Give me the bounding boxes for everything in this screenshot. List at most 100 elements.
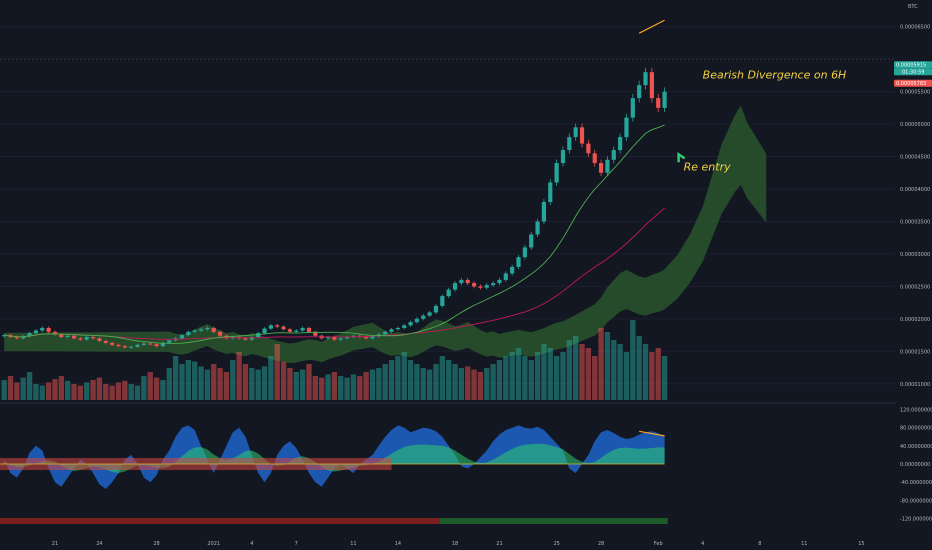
candle-body bbox=[611, 150, 616, 160]
volume-bar bbox=[84, 382, 90, 400]
candle-body bbox=[281, 326, 286, 330]
volume-bar bbox=[211, 364, 217, 400]
last-price-label: 0.00005915 bbox=[896, 62, 926, 68]
volume-bar bbox=[198, 366, 204, 400]
volume-bar bbox=[287, 368, 293, 400]
volume-bar bbox=[623, 352, 630, 400]
candle-body bbox=[179, 335, 185, 339]
candle-body bbox=[656, 98, 661, 108]
volume-bar bbox=[509, 352, 515, 400]
time-tick-label: 8 bbox=[758, 541, 761, 547]
candle-body bbox=[529, 234, 534, 248]
candle-body bbox=[510, 266, 515, 274]
volume-bar bbox=[242, 364, 249, 400]
oscillator-pane bbox=[0, 425, 665, 489]
volume-bar bbox=[249, 368, 255, 400]
volume-bar bbox=[357, 376, 363, 400]
price-tick-label: 0.00002000 bbox=[900, 317, 930, 323]
candle-body bbox=[389, 329, 394, 332]
oscillator-axis[interactable]: 120.00000000 80.00000000 40.00000000 0.0000… bbox=[900, 408, 932, 523]
volume-bar bbox=[293, 372, 299, 400]
price-tick-label: 0.00003500 bbox=[900, 219, 930, 225]
candle-body bbox=[167, 340, 172, 343]
price-tick-label: 0.00006500 bbox=[900, 25, 930, 31]
time-tick-label: 18 bbox=[452, 541, 458, 547]
moving-averages bbox=[4, 124, 665, 344]
time-tick-label: 24 bbox=[96, 541, 102, 547]
volume-bar bbox=[579, 344, 585, 400]
candle-body bbox=[103, 340, 108, 343]
candle-body bbox=[294, 330, 299, 332]
volume-bar bbox=[382, 364, 388, 400]
volume-bar bbox=[7, 376, 14, 400]
volume-bar bbox=[274, 344, 280, 400]
volume-bar bbox=[319, 377, 325, 400]
volume-bar bbox=[20, 377, 26, 400]
marker-price-badge: 0.00005783 bbox=[894, 79, 932, 87]
candle-body bbox=[287, 329, 293, 332]
oscillator-tick-label: -40.00000000 bbox=[900, 480, 932, 486]
volume-bar bbox=[45, 382, 52, 400]
candle-body bbox=[332, 337, 337, 340]
volume-bar bbox=[14, 382, 20, 400]
oscillator-tick-label: -80.00000000 bbox=[900, 498, 932, 504]
candle-body bbox=[84, 337, 89, 340]
volume-bar bbox=[503, 356, 509, 400]
volume-bar bbox=[185, 360, 191, 400]
volume-bar bbox=[604, 332, 611, 400]
volume-bar bbox=[147, 372, 153, 400]
candle-body bbox=[313, 331, 318, 336]
price-tick-label: 0.00005500 bbox=[900, 90, 930, 96]
candle-body bbox=[300, 327, 305, 331]
candle-body bbox=[408, 322, 413, 326]
candle-body bbox=[46, 327, 51, 332]
time-tick-label: 28 bbox=[153, 541, 159, 547]
volume-bar bbox=[426, 369, 433, 400]
volume-bar bbox=[566, 340, 572, 400]
oscillator-tick-label: 120.00000000 bbox=[900, 408, 932, 414]
volume-bar bbox=[649, 352, 655, 400]
price-tick-label: 0.00005000 bbox=[900, 122, 930, 128]
volume-bar bbox=[325, 374, 331, 400]
candle-body bbox=[154, 344, 159, 347]
oscillator-divergence-line bbox=[639, 430, 665, 437]
candle-body bbox=[579, 127, 585, 144]
volume-bar bbox=[401, 352, 407, 400]
volume-bar bbox=[160, 380, 166, 400]
time-axis[interactable]: 21 24 28 2021 4 7 11 14 18 21 25 28 Feb 4 8 11 15 bbox=[52, 541, 865, 547]
candle-body bbox=[141, 343, 146, 345]
volume-bar bbox=[496, 360, 503, 400]
price-axis[interactable]: 0.00006500 0.00005500 0.00005000 0.00004500… bbox=[900, 25, 930, 388]
candle-body bbox=[618, 137, 623, 151]
candle-body bbox=[471, 283, 477, 287]
volume-bar bbox=[585, 348, 592, 400]
candle-body bbox=[630, 98, 635, 118]
time-tick-label: 15 bbox=[858, 541, 864, 547]
candle-body bbox=[262, 328, 267, 334]
candle-body bbox=[268, 325, 273, 329]
candle-body bbox=[643, 72, 648, 86]
candle-body bbox=[478, 286, 483, 288]
fast-moving-average-line bbox=[4, 124, 665, 344]
volume-bar bbox=[439, 356, 445, 400]
bias-bear-segment bbox=[0, 518, 440, 524]
time-tick-label: Feb bbox=[654, 541, 663, 547]
candle-body bbox=[535, 221, 540, 235]
volume-bar bbox=[103, 384, 109, 400]
candle-body bbox=[383, 331, 388, 335]
volume-bar bbox=[90, 380, 96, 400]
candle-body bbox=[135, 344, 140, 347]
volume-bar bbox=[236, 352, 242, 400]
time-tick-label: 2021 bbox=[207, 541, 220, 547]
candle-body bbox=[364, 337, 369, 339]
oscillator-tick-label: 80.00000000 bbox=[900, 426, 932, 432]
candle-body bbox=[624, 117, 629, 138]
candle-body bbox=[605, 159, 610, 173]
candle-body bbox=[217, 331, 223, 336]
candle-body bbox=[522, 247, 527, 258]
volume-bar bbox=[96, 377, 103, 400]
candle-body bbox=[573, 127, 578, 138]
candle-body bbox=[78, 338, 83, 340]
candle-body bbox=[503, 273, 508, 280]
